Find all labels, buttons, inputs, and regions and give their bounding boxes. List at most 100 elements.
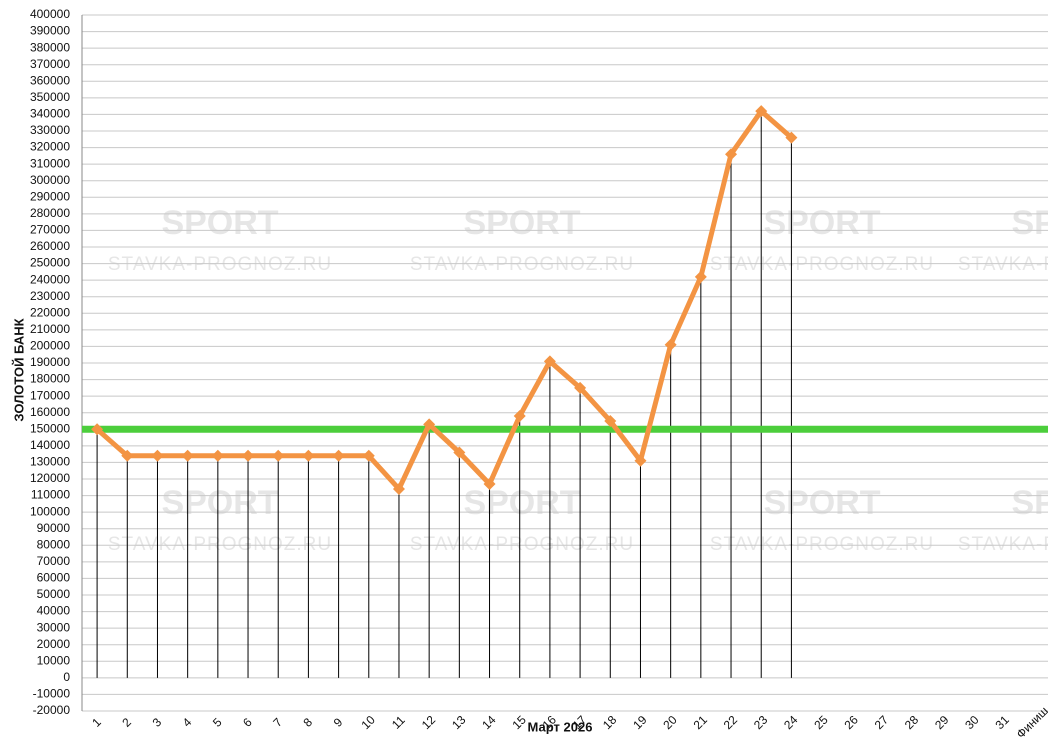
watermark-site: STAVKA-PROGNOZ.RU [710, 254, 934, 275]
x-tick-label: 30 [962, 713, 982, 733]
point-marker [181, 449, 194, 462]
y-tick-label: 340000 [30, 107, 70, 121]
y-tick-label: 180000 [30, 372, 70, 386]
y-tick-label: 360000 [30, 73, 70, 87]
x-tick-label: 7 [270, 715, 285, 730]
watermark-title: SPORT [161, 484, 278, 522]
watermark-title: SPORT [463, 204, 580, 242]
point-marker [604, 415, 617, 427]
x-tick-label: 25 [811, 713, 831, 733]
y-tick-label: 250000 [30, 256, 70, 270]
x-tick-label: 15 [509, 713, 529, 733]
x-tick-label: 3 [150, 715, 165, 730]
x-tick-label: 4 [180, 715, 195, 730]
y-tick-label: 30000 [37, 620, 71, 634]
y-tick-label: 160000 [30, 405, 70, 419]
point-marker [483, 477, 496, 490]
x-tick-label: 8 [301, 715, 316, 730]
y-tick-label: 330000 [30, 123, 70, 137]
point-marker [513, 410, 526, 423]
y-tick-label: 50000 [37, 587, 71, 601]
point-marker [423, 418, 436, 431]
y-tick-label: 170000 [30, 388, 70, 402]
point-marker [332, 449, 345, 462]
y-tick-label: -20000 [33, 703, 71, 717]
x-tick-label: 1 [89, 715, 104, 730]
watermark-title: SPORT [463, 484, 580, 522]
point-marker [574, 381, 587, 394]
y-tick-label: 140000 [30, 438, 70, 452]
x-tick-label: 12 [419, 713, 439, 733]
point-marker [242, 449, 255, 462]
x-tick-label: 28 [902, 713, 922, 733]
x-tick-label: 27 [872, 713, 892, 733]
y-tick-label: 310000 [30, 156, 70, 170]
y-tick-label: 230000 [30, 289, 70, 303]
y-tick-label: 380000 [30, 40, 70, 54]
point-marker [121, 449, 134, 462]
watermark-title: SPORT [1011, 484, 1048, 522]
y-tick-label: 190000 [30, 355, 70, 369]
point-marker [664, 338, 677, 351]
x-tick-label: Финиш [1014, 704, 1048, 741]
x-tick-label: 13 [449, 713, 469, 733]
watermark-site: STAVKA-PROGNOZ.RU [958, 254, 1048, 275]
point-marker [272, 449, 285, 462]
y-tick-label: 260000 [30, 239, 70, 253]
x-tick-label: 22 [721, 713, 741, 733]
y-tick-label: 350000 [30, 90, 70, 104]
x-tick-label: 18 [600, 713, 620, 733]
y-tick-label: -10000 [33, 687, 71, 701]
watermark-site: STAVKA-PROGNOZ.RU [958, 534, 1048, 555]
x-tick-label: 21 [691, 713, 711, 733]
watermark-site: STAVKA-PROGNOZ.RU [410, 254, 634, 275]
x-tick-label: 11 [389, 713, 408, 732]
watermark-title: SPORT [1011, 204, 1048, 242]
y-tick-label: 70000 [37, 554, 71, 568]
y-tick-label: 290000 [30, 189, 70, 203]
point-marker [755, 105, 768, 118]
point-marker [543, 355, 556, 368]
y-tick-label: 240000 [30, 272, 70, 286]
y-tick-label: 210000 [30, 322, 70, 336]
x-tick-label: 2 [119, 715, 134, 730]
point-marker [91, 423, 104, 436]
point-marker [634, 454, 647, 467]
y-tick-label: 400000 [30, 7, 70, 21]
y-tick-label: 200000 [30, 339, 70, 353]
y-tick-label: 220000 [30, 305, 70, 319]
y-tick-label: 390000 [30, 24, 70, 38]
y-tick-label: 120000 [30, 471, 70, 485]
point-marker [785, 131, 798, 144]
x-tick-label: 10 [359, 713, 379, 733]
watermark-title: SPORT [763, 204, 880, 242]
y-tick-label: 90000 [37, 521, 71, 535]
y-tick-label: 300000 [30, 173, 70, 187]
y-tick-label: 10000 [37, 653, 71, 667]
y-tick-label: 80000 [37, 537, 71, 551]
point-marker [151, 449, 164, 462]
y-tick-label: 40000 [37, 604, 71, 618]
watermark-title: SPORT [763, 484, 880, 522]
watermark-site: STAVKA-PROGNOZ.RU [108, 254, 332, 275]
x-tick-label: 23 [751, 713, 771, 733]
y-tick-label: 0 [63, 670, 70, 684]
y-tick-label: 20000 [37, 637, 71, 651]
point-marker [392, 482, 405, 495]
x-tick-label: 31 [992, 713, 1012, 733]
x-tick-label: 5 [210, 715, 225, 730]
x-tick-label: 9 [331, 715, 346, 730]
watermark-title: SPORT [161, 204, 278, 242]
x-tick-label: 26 [842, 713, 862, 733]
y-tick-label: 150000 [30, 421, 70, 435]
y-axis-title: ЗОЛОТОЙ БАНК [11, 318, 26, 421]
y-tick-label: 100000 [30, 504, 70, 518]
y-tick-label: 60000 [37, 571, 71, 585]
y-tick-label: 370000 [30, 57, 70, 71]
point-marker [302, 449, 315, 462]
x-tick-label: 14 [479, 713, 499, 733]
x-tick-label: 29 [932, 713, 952, 733]
point-marker [362, 449, 375, 462]
x-tick-label: 6 [240, 715, 255, 730]
